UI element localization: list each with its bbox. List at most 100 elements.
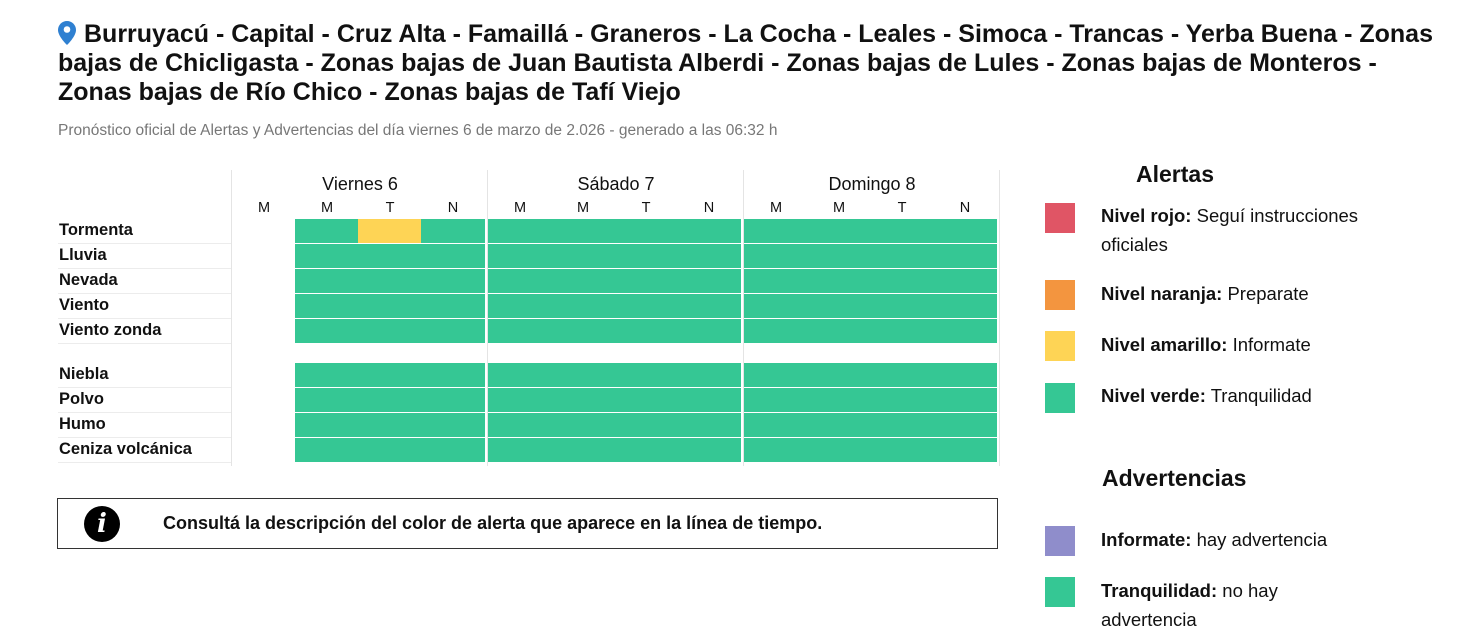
legend-entry: Tranquilidad: no hay advertencia — [1101, 576, 1361, 634]
alert-cell-verde — [933, 244, 997, 268]
alert-cell-verde — [744, 219, 807, 243]
time-slot-label: T — [641, 200, 651, 216]
alert-cell-verde — [358, 388, 421, 412]
alert-cell-verde — [870, 319, 933, 343]
legend-entry: Nivel verde: Tranquilidad — [1101, 381, 1361, 410]
alert-cell-verde — [551, 363, 614, 387]
alert-cell-verde — [807, 363, 870, 387]
forecast-subtitle: Pronóstico oficial de Alertas y Adverten… — [58, 122, 778, 139]
alert-cell-verde — [488, 363, 551, 387]
alert-cell-verde — [358, 319, 421, 343]
alert-cell-verde — [614, 438, 677, 462]
alert-cell-verde — [870, 269, 933, 293]
alert-cell-verde — [614, 413, 677, 437]
phenomenon-label: Nevada — [59, 271, 118, 289]
alert-cell-verde — [677, 269, 741, 293]
alert-cell-verde — [358, 269, 421, 293]
legend-entry-name: Nivel rojo: — [1101, 205, 1192, 226]
page-title: Burruyacú - Capital - Cruz Alta - Famail… — [58, 20, 1453, 107]
alert-cell-verde — [488, 269, 551, 293]
row-divider — [58, 293, 231, 294]
alert-cell-verde — [677, 438, 741, 462]
alert-cell-verde — [677, 413, 741, 437]
alert-cell-verde — [421, 363, 485, 387]
alert-cell-verde — [744, 438, 807, 462]
phenomenon-label: Tormenta — [59, 221, 133, 239]
location-pin-icon — [58, 21, 76, 45]
legend-entry-desc: no hay advertencia — [1101, 580, 1278, 630]
legend-entry-name: Nivel amarillo: — [1101, 334, 1228, 355]
row-divider — [58, 343, 231, 344]
legend-entry-desc: Preparate — [1222, 283, 1309, 304]
alert-cell-verde — [933, 363, 997, 387]
alert-cell-verde — [614, 363, 677, 387]
alert-cell-verde — [488, 438, 551, 462]
legend-entry-name: Nivel verde: — [1101, 385, 1206, 406]
alert-cell-verde — [677, 294, 741, 318]
alert-cell-verde — [421, 388, 485, 412]
time-slot-label: M — [513, 200, 527, 216]
phenomenon-label: Lluvia — [59, 246, 107, 264]
day-separator — [743, 170, 744, 466]
time-slot-label: N — [703, 200, 715, 216]
day-separator — [999, 170, 1000, 466]
day-separator — [231, 170, 232, 466]
time-slot-label: M — [832, 200, 846, 216]
alert-cell-verde — [551, 294, 614, 318]
alert-cell-verde — [358, 294, 421, 318]
alert-cell-verde — [933, 438, 997, 462]
alert-timeline: Viernes 6 M M T N Sábado 7 M M T N Domingo 8 M M T N To… — [58, 170, 1000, 466]
legend-advertencias-title: Advertencias — [1102, 465, 1247, 491]
alert-cell-verde — [614, 269, 677, 293]
legend-swatch — [1045, 203, 1075, 233]
alert-cell-verde — [933, 388, 997, 412]
alert-cell-verde — [614, 388, 677, 412]
time-slot-label: T — [897, 200, 907, 216]
alert-cell-verde — [295, 219, 358, 243]
alert-cell-verde — [677, 319, 741, 343]
legend-entry-name: Informate: — [1101, 529, 1192, 550]
alert-cell-verde — [551, 219, 614, 243]
legend-entry-name: Tranquilidad: — [1101, 580, 1218, 601]
time-slot-label: M — [769, 200, 783, 216]
info-icon: i — [84, 506, 120, 542]
alert-cell-verde — [870, 244, 933, 268]
row-divider — [58, 268, 231, 269]
alert-cell-verde — [870, 438, 933, 462]
alert-cell-verde — [677, 219, 741, 243]
alert-cell-verde — [551, 413, 614, 437]
legend-swatch — [1045, 331, 1075, 361]
alert-cell-verde — [421, 244, 485, 268]
alert-cell-verde — [870, 413, 933, 437]
alert-cell-verde — [744, 319, 807, 343]
alert-cell-verde — [488, 294, 551, 318]
alert-cell-verde — [807, 244, 870, 268]
alert-cell-verde — [488, 388, 551, 412]
alert-cell-verde — [933, 219, 997, 243]
info-banner: i Consultá la descripción del color de a… — [57, 498, 998, 549]
time-slot-label: M — [576, 200, 590, 216]
alert-cell-verde — [421, 438, 485, 462]
alert-cell-verde — [933, 269, 997, 293]
alert-cell-verde — [295, 413, 358, 437]
row-divider — [58, 412, 231, 413]
alert-cell-verde — [358, 244, 421, 268]
alert-cell-verde — [614, 319, 677, 343]
alert-cell-verde — [807, 219, 870, 243]
phenomenon-label: Polvo — [59, 390, 104, 408]
alert-cell-verde — [488, 319, 551, 343]
alert-cell-verde — [488, 244, 551, 268]
phenomenon-label: Viento — [59, 296, 110, 314]
alert-cell-verde — [744, 413, 807, 437]
alert-cell-verde — [295, 269, 358, 293]
alert-cell-verde — [421, 413, 485, 437]
legend-entry: Nivel rojo: Seguí instrucciones oficiale… — [1101, 201, 1361, 259]
legend-entry-name: Nivel naranja: — [1101, 283, 1223, 304]
alert-cell-verde — [551, 388, 614, 412]
time-slot-label: M — [320, 200, 334, 216]
legend-swatch — [1045, 577, 1075, 607]
alert-cell-verde — [933, 319, 997, 343]
alert-cell-verde — [614, 219, 677, 243]
alert-cell-verde — [744, 244, 807, 268]
legend-swatch — [1045, 280, 1075, 310]
